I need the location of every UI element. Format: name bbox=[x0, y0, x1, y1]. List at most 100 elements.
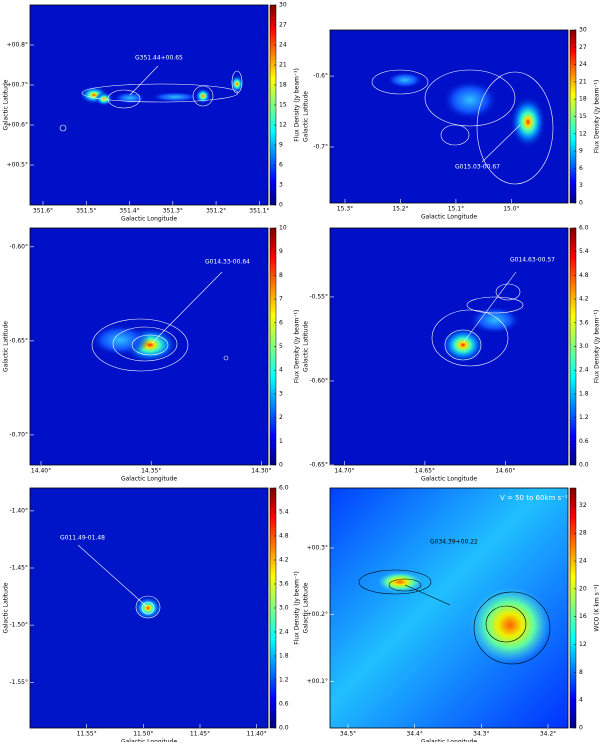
x-axis-label: Galactic Longitude bbox=[121, 216, 177, 223]
source-label: G034.39+00.22 bbox=[430, 539, 478, 546]
colorbar-tick-label: 6.0 bbox=[279, 485, 289, 492]
velocity-label: V = 50 to 60km s⁻¹ bbox=[500, 494, 568, 502]
colorbar-tick-label: 3 bbox=[279, 182, 283, 189]
emission bbox=[151, 92, 199, 102]
emission bbox=[387, 72, 423, 88]
panel: G034.39+00.22 V = 50 to 60km s⁻¹ 34.5° 34.4… bbox=[303, 488, 600, 742]
colorbar-tick-label: 4.8 bbox=[579, 272, 589, 279]
emission bbox=[470, 587, 550, 663]
y-tick-label: +00.3° bbox=[307, 545, 328, 552]
colorbar-tick-label: 27 bbox=[279, 22, 287, 29]
colorbar-tick-label: 0.6 bbox=[579, 438, 589, 445]
colorbar-tick-label: 3.0 bbox=[579, 343, 589, 350]
colorbar-tick-label: 1 bbox=[279, 438, 283, 445]
colorbar-tick-label: 1.8 bbox=[279, 653, 289, 660]
x-tick-label: 14.35° bbox=[141, 468, 161, 475]
colorbar-tick-label: 1.8 bbox=[579, 390, 589, 397]
source-label: G011.49-01.48 bbox=[60, 535, 105, 542]
colorbar-tick-label: 2.4 bbox=[579, 367, 589, 374]
colorbar-tick-label: 24 bbox=[579, 61, 587, 68]
y-axis-label: Galactic Latitude bbox=[3, 321, 10, 372]
panel: G011.49-01.4811.55°11.50°11.45°11.40°-1.… bbox=[3, 485, 301, 743]
colorbar-tick-label: 27 bbox=[579, 44, 587, 51]
colorbar-tick-label: 3 bbox=[579, 182, 583, 189]
colorbar-tick-label: 24 bbox=[279, 42, 287, 49]
x-tick-label: 34.4° bbox=[406, 731, 422, 738]
y-tick-label: -0.7° bbox=[313, 143, 328, 150]
x-tick-label: 34.5° bbox=[340, 731, 356, 738]
colorbar-tick-label: 28 bbox=[579, 530, 587, 537]
y-tick-label: -0.60° bbox=[309, 377, 328, 384]
emission bbox=[378, 572, 422, 592]
colorbar-tick-label: 7 bbox=[279, 296, 283, 303]
emission bbox=[441, 327, 485, 363]
colorbar-tick-label: 9 bbox=[579, 148, 583, 155]
colorbar-tick-label: 10 bbox=[279, 225, 287, 232]
colorbar-tick-label: 24 bbox=[579, 558, 587, 565]
emission bbox=[195, 88, 211, 104]
y-axis-label: Galactic Latitude bbox=[303, 582, 310, 633]
colorbar-tick-label: 1.2 bbox=[579, 414, 589, 421]
colorbar-tick-label: 3.0 bbox=[279, 605, 289, 612]
colorbar-tick-label: 0.0 bbox=[279, 725, 289, 732]
emission bbox=[114, 92, 146, 104]
colorbar-tick-label: 12 bbox=[279, 122, 287, 129]
colorbar-label: WCO (K km s⁻¹) bbox=[594, 584, 600, 631]
colorbar-tick-label: 12 bbox=[579, 641, 587, 648]
x-tick-label: 351.4° bbox=[119, 208, 139, 215]
colorbar-label: Flux Density (Jy beam⁻¹) bbox=[294, 68, 301, 142]
colorbar-tick-label: 30 bbox=[279, 2, 287, 9]
x-tick-label: 351.6° bbox=[33, 208, 53, 215]
colorbar-tick-label: 32 bbox=[579, 502, 587, 509]
y-tick-label: +00.2° bbox=[307, 611, 328, 618]
colorbar-tick-label: 0.0 bbox=[579, 462, 589, 469]
colorbar-tick-label: 4 bbox=[279, 367, 283, 374]
colorbar-tick-label: 1.2 bbox=[279, 677, 289, 684]
colorbar-tick-label: 6 bbox=[279, 319, 283, 326]
colorbar-tick-label: 21 bbox=[579, 78, 587, 85]
x-axis-label: Galactic Longitude bbox=[421, 476, 477, 483]
colorbar-tick-label: 15 bbox=[579, 113, 587, 120]
colorbar bbox=[570, 488, 576, 728]
colorbar-label: Flux Density (Jy beam⁻¹) bbox=[594, 310, 600, 384]
colorbar-tick-label: 30 bbox=[579, 27, 587, 34]
colorbar-tick-label: 5 bbox=[279, 343, 283, 350]
x-tick-label: 34.2° bbox=[540, 731, 556, 738]
colorbar-tick-label: 4.2 bbox=[579, 296, 589, 303]
image bbox=[30, 5, 268, 205]
panel: G014.63-00.5714.70°14.65°14.60°-0.65°-0.… bbox=[303, 225, 600, 483]
y-tick-label: -1.50° bbox=[9, 622, 28, 629]
x-tick-label: 15.3° bbox=[337, 206, 353, 213]
image bbox=[330, 488, 568, 728]
y-tick-label: +00.7° bbox=[7, 82, 28, 89]
y-tick-label: -0.65° bbox=[309, 462, 328, 469]
x-tick-label: 351.5° bbox=[76, 208, 96, 215]
colorbar-tick-label: 4 bbox=[579, 697, 583, 704]
colorbar-tick-label: 15 bbox=[279, 102, 287, 109]
colorbar-tick-label: 2.4 bbox=[279, 629, 289, 636]
y-axis-label: Galactic Latitude bbox=[3, 582, 10, 633]
x-tick-label: 351.2° bbox=[206, 208, 226, 215]
colorbar-tick-label: 6 bbox=[579, 165, 583, 172]
image bbox=[330, 30, 568, 203]
y-tick-label: -0.60° bbox=[9, 243, 28, 250]
y-tick-label: +00.1° bbox=[307, 678, 328, 685]
colorbar-tick-label: 3.6 bbox=[279, 581, 289, 588]
y-tick-label: -0.70° bbox=[9, 431, 28, 438]
x-tick-label: 14.30° bbox=[251, 468, 271, 475]
x-tick-label: 14.60° bbox=[495, 468, 515, 475]
colorbar-tick-label: 5.4 bbox=[579, 248, 589, 255]
y-tick-label: -1.40° bbox=[9, 507, 28, 514]
y-tick-label: +00.5° bbox=[7, 162, 28, 169]
x-tick-label: 34.3° bbox=[473, 731, 489, 738]
x-tick-label: 15.1° bbox=[448, 206, 464, 213]
y-tick-label: -0.6° bbox=[313, 73, 328, 80]
colorbar-tick-label: 0 bbox=[279, 462, 283, 469]
x-axis-label: Galactic Longitude bbox=[121, 476, 177, 483]
source-label: G015.03-00.67 bbox=[455, 164, 500, 171]
y-axis-label: Galactic Latitude bbox=[3, 79, 10, 130]
y-tick-label: -0.65° bbox=[9, 337, 28, 344]
emission bbox=[90, 324, 150, 356]
panel: G015.03-00.6715.3°15.2°15.1°15.0°-0.7°-0… bbox=[303, 27, 600, 221]
x-axis-label: Galactic Longitude bbox=[121, 739, 177, 743]
